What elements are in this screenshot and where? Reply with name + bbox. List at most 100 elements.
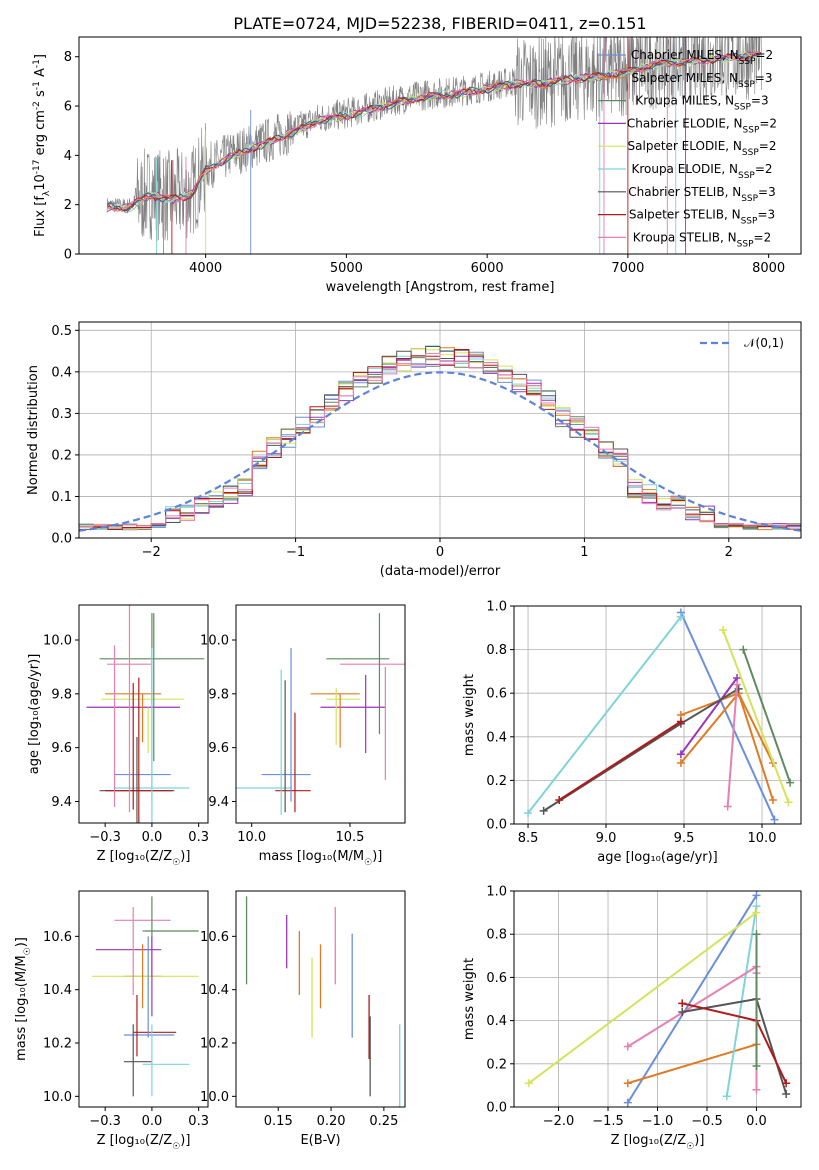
- x-tick-label: −0.3: [89, 830, 121, 845]
- x-tick-label: 8000: [752, 261, 785, 276]
- data-point: [678, 999, 687, 1008]
- x-axis-label: age [log₁₀(age/yr)]: [597, 850, 718, 865]
- x-tick-label: 0.20: [317, 1114, 346, 1129]
- x-axis-label: wavelength [Angstrom, rest frame]: [326, 280, 555, 295]
- data-point: [623, 1042, 632, 1051]
- x-tick-label: 0: [436, 545, 444, 560]
- y-tick-label: 10.6: [43, 930, 72, 945]
- y-tick-label: 9.6: [51, 741, 72, 756]
- legend-label: 𝒩(0,1): [744, 336, 784, 350]
- x-tick-label: 9.0: [596, 831, 617, 846]
- data-point: [733, 680, 742, 689]
- x-tick-label: 2: [725, 545, 733, 560]
- y-axis-label: mass weight: [462, 958, 477, 1040]
- data-point: [752, 1061, 761, 1070]
- x-tick-label: −1: [286, 545, 305, 560]
- histogram-step: [79, 352, 801, 538]
- y-tick-label: 10.0: [43, 1090, 72, 1105]
- x-tick-label: −0.5: [691, 1114, 723, 1129]
- y-tick-label: 0.6: [486, 687, 507, 702]
- axes-frame: [513, 605, 802, 825]
- axes-frame: [78, 321, 802, 539]
- x-tick-label: 7000: [611, 261, 644, 276]
- data-point: [739, 645, 748, 654]
- axes-frame: [235, 890, 406, 1108]
- y-tick-label: 0.0: [486, 818, 507, 833]
- data-point: [623, 1079, 632, 1088]
- y-tick-label: 1.0: [486, 885, 507, 900]
- x-tick-label: 9.5: [674, 831, 695, 846]
- x-axis-label: E(B-V): [300, 1133, 340, 1148]
- observed-spectrum: [106, 37, 762, 242]
- y-tick-label: 10.2: [200, 1037, 229, 1052]
- chart-age_vs_mass: 10.0 10.5 9.4 9.6 9.8 10.0 mass [log₁₀(M/M☉)]: [200, 604, 406, 868]
- x-tick-label: 1: [580, 545, 588, 560]
- y-tick-label: 10.4: [43, 983, 72, 998]
- series-line: [726, 684, 738, 807]
- chart-residuals: −2 −1 0 1 2 0.0 0.1 0.2 0.3 0.4 0.5 (data-model)/er…: [26, 321, 802, 579]
- y-tick-label: 0.5: [51, 324, 72, 339]
- x-axis-label: Z [log₁₀(Z/Z☉)]: [97, 849, 191, 868]
- y-tick-label: 0.8: [486, 928, 507, 943]
- legend-label: Chabrier MILES, NSSP=2: [631, 48, 773, 67]
- data-point: [752, 908, 761, 917]
- chart-age_vs_Z: −0.3 0.0 0.3 9.4 9.6 9.8 10.0 Z [log₁₀(Z/Z☉)] ag…: [27, 604, 209, 868]
- legend-label: Kroupa ELODIE, NSSP=2: [631, 162, 772, 181]
- x-tick-label: 0.25: [369, 1114, 398, 1129]
- chart-weight_vs_Z: −2.0 −1.5 −1.0 −0.5 0.0 0.0 0.2 0.4 0.6 0.8 1.0 Z […: [462, 885, 802, 1152]
- y-tick-label: 10.0: [200, 1090, 229, 1105]
- x-tick-label: 0.0: [746, 1114, 767, 1129]
- y-tick-label: 6: [64, 100, 72, 115]
- model-line: [107, 51, 761, 213]
- y-axis-label: age [log₁₀(age/yr)]: [27, 654, 42, 775]
- y-tick-label: 0.0: [486, 1101, 507, 1116]
- legend-label: Salpeter MILES, NSSP=3: [631, 71, 772, 90]
- x-tick-label: −1.0: [642, 1114, 674, 1129]
- y-axis-label: Flux [fλ10-17 erg cm-2 s-1 A-1]: [32, 54, 52, 237]
- series-line: [679, 612, 776, 821]
- chart-mass_vs_ebv: 0.15 0.20 0.25 10.0 10.2 10.4 10.6 E(B-V): [200, 890, 406, 1148]
- x-axis-label: Z [log₁₀(Z/Z☉)]: [97, 1133, 191, 1152]
- y-tick-label: 10.6: [200, 930, 229, 945]
- legend-label: Chabrier ELODIE, NSSP=2: [627, 116, 777, 135]
- x-tick-label: 6000: [471, 261, 504, 276]
- data-point: [555, 796, 564, 805]
- chart-weight_vs_age: 8.5 9.0 9.5 10.0 0.0 0.2 0.4 0.6 0.8 1.0 age [log₁…: [462, 600, 802, 865]
- y-tick-label: 9.8: [208, 687, 229, 702]
- data-point: [539, 806, 548, 815]
- x-tick-label: −2: [142, 545, 161, 560]
- x-tick-label: 0.3: [188, 830, 209, 845]
- y-tick-label: 0.8: [486, 643, 507, 658]
- data-point: [723, 802, 732, 811]
- y-tick-label: 0.1: [51, 490, 72, 505]
- y-axis-label: mass [log₁₀(M/M☉)]: [14, 937, 33, 1061]
- y-tick-label: 0.0: [51, 532, 72, 547]
- chart-mass_vs_Z: −0.3 0.0 0.3 10.0 10.2 10.4 10.6 Z [log₁₀(Z/Z☉)…: [14, 890, 209, 1152]
- x-tick-label: 10.0: [748, 831, 777, 846]
- x-tick-label: −0.3: [89, 1114, 121, 1129]
- x-tick-label: 0.3: [188, 1114, 209, 1129]
- series-line: [527, 616, 682, 814]
- y-tick-label: 2: [64, 198, 72, 213]
- model-line: [106, 52, 761, 212]
- y-tick-label: 4: [64, 149, 72, 164]
- y-tick-label: 9.8: [51, 687, 72, 702]
- data-point: [676, 758, 685, 767]
- x-tick-label: 4000: [189, 261, 222, 276]
- legend-label: Kroupa STELIB, NSSP=2: [633, 230, 771, 249]
- y-tick-label: 0: [64, 248, 72, 263]
- y-tick-label: 0.4: [486, 730, 507, 745]
- data-point: [676, 612, 685, 621]
- legend-label: Salpeter ELODIE, NSSP=2: [628, 139, 777, 158]
- y-axis-label: Normed distribution: [26, 365, 41, 495]
- axes-frame: [235, 604, 406, 824]
- data-point: [782, 1090, 791, 1099]
- data-point: [719, 625, 728, 634]
- series-line: [680, 691, 774, 764]
- data-point: [782, 1079, 791, 1088]
- x-tick-label: 0.15: [264, 1114, 293, 1129]
- x-tick-label: 5000: [330, 261, 363, 276]
- y-tick-label: 9.4: [51, 795, 72, 810]
- series-line: [680, 677, 738, 755]
- data-point: [752, 930, 761, 939]
